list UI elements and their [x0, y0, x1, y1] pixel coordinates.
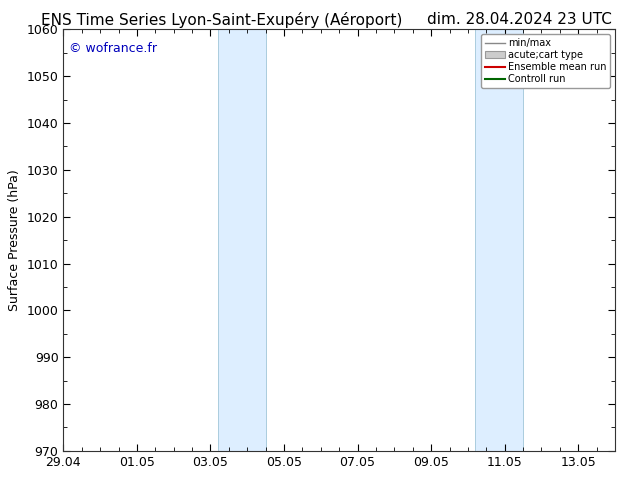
Bar [476, 29, 523, 451]
Text: ENS Time Series Lyon-Saint-Exupéry (Aéroport): ENS Time Series Lyon-Saint-Exupéry (Aéro… [41, 12, 403, 28]
Y-axis label: Surface Pressure (hPa): Surface Pressure (hPa) [8, 169, 21, 311]
Legend: min/max, acute;cart type, Ensemble mean run, Controll run: min/max, acute;cart type, Ensemble mean … [481, 34, 610, 88]
Text: dim. 28.04.2024 23 UTC: dim. 28.04.2024 23 UTC [427, 12, 612, 27]
Text: © wofrance.fr: © wofrance.fr [69, 42, 157, 55]
Bar [218, 29, 266, 451]
